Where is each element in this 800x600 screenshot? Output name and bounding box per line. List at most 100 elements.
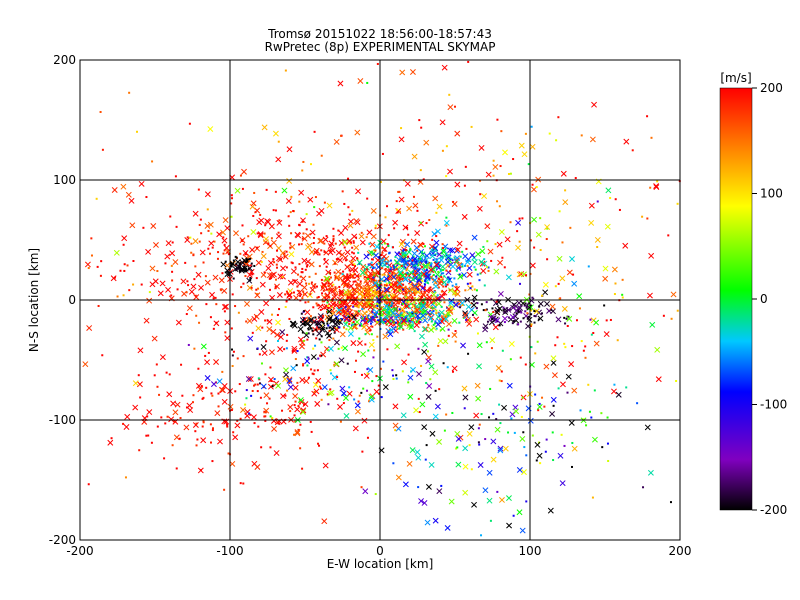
data-point-dot — [312, 223, 315, 226]
data-point-dot — [387, 287, 390, 290]
data-point-dot — [455, 285, 458, 288]
data-point-dot — [609, 196, 612, 199]
data-point-dot — [380, 254, 383, 257]
data-point-dot — [310, 163, 313, 166]
data-point-x — [464, 317, 471, 323]
data-point-x — [566, 315, 573, 322]
data-point-x — [446, 321, 452, 328]
data-point-x — [403, 303, 410, 310]
data-point-dot — [351, 246, 354, 249]
data-point-dot — [389, 309, 392, 312]
data-point-dot — [337, 347, 340, 350]
data-point-x — [198, 284, 204, 291]
data-point-dot — [223, 488, 226, 491]
data-point-x — [214, 410, 221, 417]
data-point-x — [277, 334, 284, 341]
data-point-x — [213, 320, 220, 327]
data-point-dot — [194, 430, 197, 433]
data-point-dot — [371, 301, 374, 304]
data-point-dot — [546, 227, 549, 230]
data-point-x — [324, 275, 331, 282]
data-point-x — [204, 359, 211, 366]
data-point-dot — [398, 302, 401, 305]
data-point-x — [415, 268, 421, 275]
data-point-x — [350, 255, 357, 262]
data-point-x — [186, 305, 193, 312]
data-point-x — [317, 303, 324, 310]
data-point-x — [602, 275, 609, 282]
data-point-x — [357, 78, 364, 84]
data-point-dot — [420, 126, 423, 129]
data-point-dot — [302, 364, 305, 367]
data-point-dot — [336, 293, 339, 296]
data-point-dot — [328, 288, 331, 291]
data-point-x — [395, 276, 402, 283]
data-point-dot — [155, 363, 158, 366]
data-point-x — [517, 305, 524, 312]
data-point-x — [328, 389, 335, 396]
data-point-dot — [362, 387, 365, 390]
data-point-x — [263, 300, 270, 307]
data-point-x — [422, 326, 429, 332]
data-point-x — [218, 277, 225, 284]
data-point-dot — [605, 319, 608, 322]
data-point-dot — [199, 469, 202, 472]
data-point-dot — [245, 320, 248, 323]
data-point-x — [473, 316, 480, 323]
data-point-dot — [402, 283, 405, 286]
data-point-dot — [198, 223, 201, 226]
data-point-dot — [257, 377, 260, 380]
data-point-dot — [393, 296, 396, 299]
data-point-x — [670, 291, 677, 298]
data-point-dot — [526, 312, 529, 315]
data-point-dot — [386, 278, 389, 281]
data-point-dot — [119, 269, 122, 272]
data-point-dot — [301, 467, 304, 470]
data-point-dot — [416, 249, 419, 252]
data-point-dot — [435, 211, 438, 214]
data-point-dot — [269, 366, 272, 369]
data-point-dot — [569, 226, 572, 229]
data-point-dot — [371, 267, 374, 270]
data-point-dot — [138, 449, 141, 452]
data-point-dot — [285, 347, 288, 350]
data-point-dot — [385, 262, 388, 265]
data-point-x — [436, 203, 443, 210]
data-point-dot — [534, 310, 537, 313]
data-point-dot — [357, 251, 360, 254]
data-point-dot — [254, 315, 257, 318]
data-point-dot — [431, 238, 434, 241]
data-point-dot — [535, 459, 538, 462]
data-point-x — [282, 253, 289, 260]
data-point-dot — [327, 306, 330, 309]
data-point-dot — [365, 389, 368, 392]
data-point-dot — [468, 319, 471, 322]
data-point-dot — [348, 274, 351, 277]
data-point-x — [304, 309, 311, 316]
data-point-dot — [354, 273, 357, 276]
data-point-x — [221, 237, 228, 244]
data-point-dot — [241, 187, 244, 190]
data-point-x — [287, 384, 294, 391]
data-point-x — [286, 377, 293, 384]
data-point-dot — [341, 190, 344, 193]
data-point-x — [410, 238, 417, 245]
data-point-dot — [357, 297, 360, 300]
data-point-dot — [207, 351, 210, 354]
data-point-dot — [366, 81, 369, 84]
data-point-x — [121, 235, 128, 242]
data-point-dot — [364, 343, 367, 346]
data-point-x — [550, 396, 557, 403]
data-point-x — [355, 281, 362, 288]
data-point-dot — [496, 118, 499, 121]
data-point-dot — [476, 302, 479, 305]
data-point-dot — [500, 380, 503, 383]
data-point-dot — [405, 249, 408, 252]
data-point-dot — [297, 289, 300, 292]
data-point-dot — [357, 400, 360, 403]
data-point-dot — [387, 274, 390, 277]
data-point-x — [356, 259, 363, 266]
data-point-dot — [567, 315, 570, 318]
data-point-x — [537, 315, 544, 322]
data-point-x — [270, 239, 277, 246]
